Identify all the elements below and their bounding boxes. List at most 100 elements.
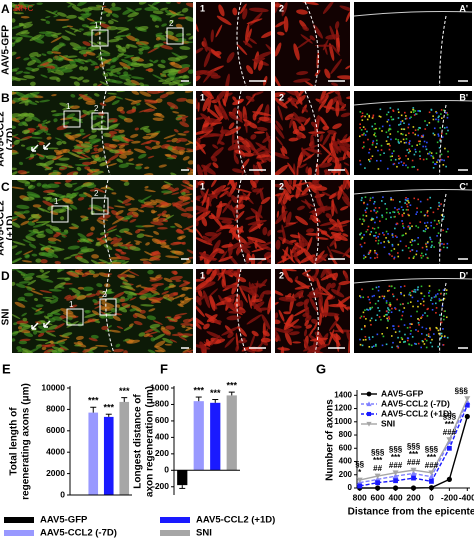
- tissue-fiber: [135, 284, 142, 288]
- axon-trace: [414, 113, 417, 115]
- axon-trace: [446, 242, 449, 245]
- axon-signal: [330, 58, 342, 75]
- axon-signal: [238, 285, 248, 303]
- tissue-fiber: [96, 237, 107, 243]
- tissue-fiber: [85, 101, 96, 105]
- tissue-fiber: [90, 259, 103, 264]
- axon-signal: [288, 137, 299, 142]
- axon-trace: [386, 317, 388, 320]
- axon-trace: [381, 130, 383, 132]
- legend-marker: [366, 401, 372, 407]
- axon-signal: [226, 269, 237, 272]
- tissue-fiber: [29, 56, 42, 64]
- axon-signal: [342, 142, 350, 148]
- axon-signal: [196, 227, 204, 239]
- axon-trace: [401, 338, 404, 341]
- tissue-fiber: [46, 136, 52, 140]
- axon-trace: [427, 257, 429, 260]
- axon-signal: [320, 91, 328, 101]
- axon-trace: [378, 316, 381, 318]
- axon-trace: [425, 225, 428, 227]
- axon-trace: [425, 346, 428, 349]
- tissue-fiber: [116, 255, 130, 260]
- tissue-fiber: [38, 207, 51, 214]
- tissue-fiber: [178, 335, 188, 341]
- axon-trace: [401, 234, 404, 237]
- axon-trace: [374, 123, 376, 125]
- axon-trace: [371, 217, 373, 220]
- axon-trace: [405, 117, 408, 120]
- axon-trace: [417, 322, 420, 324]
- tissue-fiber: [161, 291, 169, 295]
- axon-trace: [419, 221, 422, 223]
- tissue-fiber: [63, 256, 72, 260]
- axon-trace: [366, 118, 369, 121]
- tissue-fiber: [154, 25, 160, 28]
- tissue-fiber: [146, 141, 152, 144]
- zoom-label: 1: [200, 92, 205, 102]
- axon-signal: [241, 246, 251, 255]
- axon-signal: [198, 252, 217, 261]
- axon-trace: [420, 211, 422, 213]
- axon-trace: [421, 246, 424, 249]
- axon-trace: [377, 242, 380, 245]
- tissue-fiber: [90, 226, 95, 231]
- axon-trace: [363, 257, 365, 260]
- marker: [464, 413, 470, 420]
- axon-signal: [232, 7, 238, 16]
- axon-trace: [405, 199, 408, 202]
- tissue-fiber: [35, 258, 42, 263]
- axon-trace: [400, 128, 403, 130]
- axon-signal: [298, 91, 305, 97]
- axon-trace: [380, 144, 383, 147]
- axon-signal: [275, 289, 284, 296]
- tissue-fiber: [126, 7, 138, 14]
- group-label: AAV5-CCL2: [0, 111, 7, 167]
- axon-trace: [416, 310, 418, 313]
- inset-label: 2: [94, 104, 99, 113]
- tissue-fiber: [14, 77, 28, 81]
- axon-trace: [379, 220, 381, 223]
- axon-trace: [396, 298, 398, 301]
- axon-signal: [197, 180, 205, 186]
- axon-trace: [407, 158, 409, 160]
- inset-label: 2: [102, 290, 107, 299]
- axon-trace: [443, 127, 446, 129]
- tissue-fiber: [144, 185, 149, 189]
- axon-trace: [426, 221, 429, 224]
- tissue-fiber: [106, 349, 112, 352]
- axon-signal: [250, 134, 257, 140]
- axon-signal: [341, 191, 350, 201]
- axon-signal: [242, 8, 248, 20]
- x-tick-label: -200: [441, 492, 458, 502]
- axon-signal: [258, 60, 264, 71]
- axon-signal: [231, 168, 243, 174]
- tissue-fiber: [53, 46, 59, 52]
- tissue-fiber: [184, 297, 193, 301]
- axon-trace: [396, 236, 398, 239]
- legend-marker: [366, 421, 372, 427]
- axon-trace: [366, 113, 369, 115]
- axon-signal: [283, 311, 291, 315]
- axon-trace: [422, 314, 424, 316]
- zoom-label: 1: [200, 181, 205, 191]
- axon-trace: [381, 344, 384, 347]
- tissue-fiber: [150, 199, 158, 204]
- tissue-fiber: [119, 180, 129, 182]
- tissue-fiber: [145, 68, 153, 72]
- axon-trace: [367, 138, 369, 141]
- zoom-label: 1: [200, 3, 205, 13]
- axon-trace: [364, 167, 366, 169]
- axon-signal: [297, 232, 310, 247]
- axon-signal: [296, 38, 312, 49]
- axon-trace: [373, 227, 376, 230]
- axon-trace: [392, 211, 394, 213]
- axon-trace: [391, 118, 393, 121]
- tissue-fiber: [122, 9, 132, 15]
- axon-trace: [407, 198, 409, 200]
- axon-trace: [381, 125, 384, 128]
- tissue-fiber: [122, 66, 129, 70]
- tissue-fiber: [139, 82, 145, 86]
- marker: [357, 483, 363, 489]
- tissue-fiber: [34, 128, 46, 136]
